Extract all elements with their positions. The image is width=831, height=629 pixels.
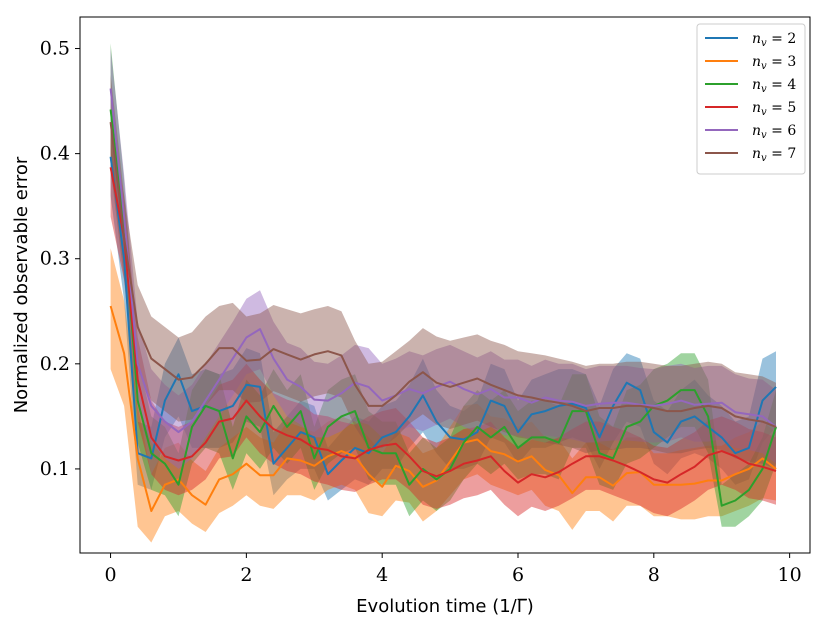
x-tick-label: 0 [105, 564, 117, 586]
series-line-5 [109, 167, 777, 484]
x-axis: 0 2 4 6 8 10 [105, 553, 802, 586]
series-line-2 [109, 156, 777, 476]
confidence-bands [110, 43, 777, 543]
y-tick-label: 0.5 [40, 38, 70, 60]
legend-entry: nv = 4 [752, 77, 796, 95]
legend-entry: nv = 7 [752, 146, 796, 164]
y-tick-label: 0.2 [40, 353, 70, 375]
legend-entry: nv = 5 [752, 100, 796, 118]
x-tick-label: 2 [240, 564, 252, 586]
series-band-2 [110, 122, 777, 501]
series-line-7 [109, 121, 777, 428]
series-lines [109, 88, 777, 512]
series-band-3 [110, 248, 777, 543]
legend: nv = 2 nv = 3 nv = 4 nv = 5 nv = 6 nv = 7 [696, 23, 806, 175]
series-band-5 [110, 122, 777, 517]
y-axis-label: Normalized observable error [11, 156, 32, 413]
y-tick-label: 0.1 [40, 458, 70, 480]
legend-entry: nv = 2 [752, 31, 796, 49]
legend-entry: nv = 6 [752, 123, 796, 141]
series-line-3 [109, 305, 777, 512]
y-axis: 0.1 0.2 0.3 0.4 0.5 [40, 38, 80, 480]
series-band-4 [110, 43, 777, 527]
y-tick-label: 0.4 [40, 143, 70, 165]
x-tick-label: 10 [778, 564, 802, 586]
x-tick-label: 8 [648, 564, 660, 586]
legend-entry: nv = 3 [752, 54, 796, 72]
x-tick-label: 4 [376, 564, 388, 586]
series-band-7 [110, 74, 777, 469]
plot-frame [79, 16, 811, 554]
x-tick-label: 6 [512, 564, 524, 586]
y-tick-label: 0.3 [40, 248, 70, 270]
x-axis-label: Evolution time (1/Γ̅) [356, 596, 534, 617]
